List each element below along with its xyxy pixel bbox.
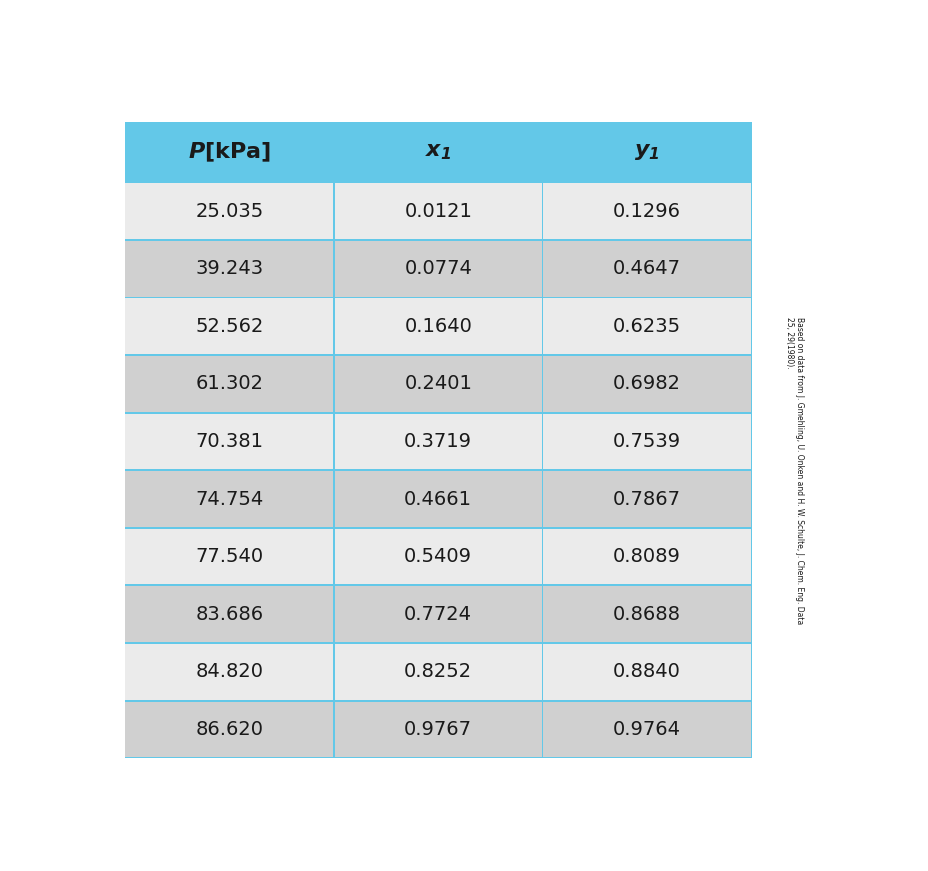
Text: 0.6235: 0.6235: [612, 317, 680, 336]
Bar: [125, 241, 332, 296]
Text: 0.3719: 0.3719: [404, 432, 471, 451]
Bar: [335, 356, 541, 412]
Bar: [542, 122, 751, 182]
Bar: [543, 299, 750, 354]
Text: 61.302: 61.302: [196, 375, 264, 394]
Bar: [125, 471, 332, 527]
Text: 74.754: 74.754: [196, 490, 264, 509]
Text: 0.0121: 0.0121: [404, 201, 471, 220]
Text: 52.562: 52.562: [195, 317, 264, 336]
Text: 0.8089: 0.8089: [612, 547, 680, 566]
Text: 83.686: 83.686: [196, 604, 264, 624]
Bar: [335, 241, 541, 296]
Text: 0.9767: 0.9767: [404, 720, 471, 739]
Text: 0.1640: 0.1640: [404, 317, 471, 336]
Text: 86.620: 86.620: [196, 720, 264, 739]
Text: $\bfit{y}_{1}$: $\bfit{y}_{1}$: [634, 142, 659, 162]
Bar: [125, 299, 332, 354]
Bar: [543, 702, 750, 757]
Text: 0.7539: 0.7539: [612, 432, 680, 451]
Bar: [125, 644, 332, 699]
Bar: [543, 586, 750, 642]
Text: 0.7867: 0.7867: [612, 490, 680, 509]
Bar: [125, 122, 751, 759]
Bar: [543, 356, 750, 412]
Bar: [543, 414, 750, 469]
Bar: [125, 414, 332, 469]
Bar: [125, 586, 332, 642]
Bar: [543, 183, 750, 239]
Bar: [335, 586, 541, 642]
Bar: [125, 183, 332, 239]
Bar: [125, 122, 333, 182]
Text: 39.243: 39.243: [196, 260, 264, 278]
Bar: [333, 122, 542, 182]
Bar: [125, 702, 332, 757]
Text: 0.2401: 0.2401: [404, 375, 471, 394]
Bar: [543, 644, 750, 699]
Bar: [335, 299, 541, 354]
Bar: [335, 644, 541, 699]
Bar: [543, 471, 750, 527]
Text: 0.8252: 0.8252: [404, 662, 471, 681]
Bar: [335, 471, 541, 527]
Text: 70.381: 70.381: [196, 432, 264, 451]
Bar: [543, 241, 750, 296]
Text: Based on data from J. Gmehling, U. Onken and H. W. Schulte, J. Chem. Eng. Data
2: Based on data from J. Gmehling, U. Onken…: [784, 317, 803, 624]
Text: 0.5409: 0.5409: [404, 547, 471, 566]
Text: 0.0774: 0.0774: [404, 260, 471, 278]
Bar: [543, 529, 750, 584]
Text: 0.4647: 0.4647: [612, 260, 680, 278]
Text: 77.540: 77.540: [196, 547, 264, 566]
Bar: [125, 356, 332, 412]
Text: 0.4661: 0.4661: [404, 490, 471, 509]
Bar: [335, 414, 541, 469]
Bar: [335, 183, 541, 239]
Bar: [125, 529, 332, 584]
Text: 0.8688: 0.8688: [612, 604, 680, 624]
Bar: [335, 702, 541, 757]
Text: $\bfit{x}_{1}$: $\bfit{x}_{1}$: [424, 142, 451, 162]
Text: 0.6982: 0.6982: [612, 375, 680, 394]
Text: 25.035: 25.035: [196, 201, 264, 220]
Bar: [335, 529, 541, 584]
Text: $\bfit{P}$$\bf{[kPa]}$: $\bfit{P}$$\bf{[kPa]}$: [188, 140, 271, 164]
Text: 0.9764: 0.9764: [612, 720, 680, 739]
Text: 84.820: 84.820: [196, 662, 264, 681]
Text: 0.7724: 0.7724: [404, 604, 471, 624]
Text: 0.8840: 0.8840: [612, 662, 680, 681]
Text: 0.1296: 0.1296: [612, 201, 680, 220]
